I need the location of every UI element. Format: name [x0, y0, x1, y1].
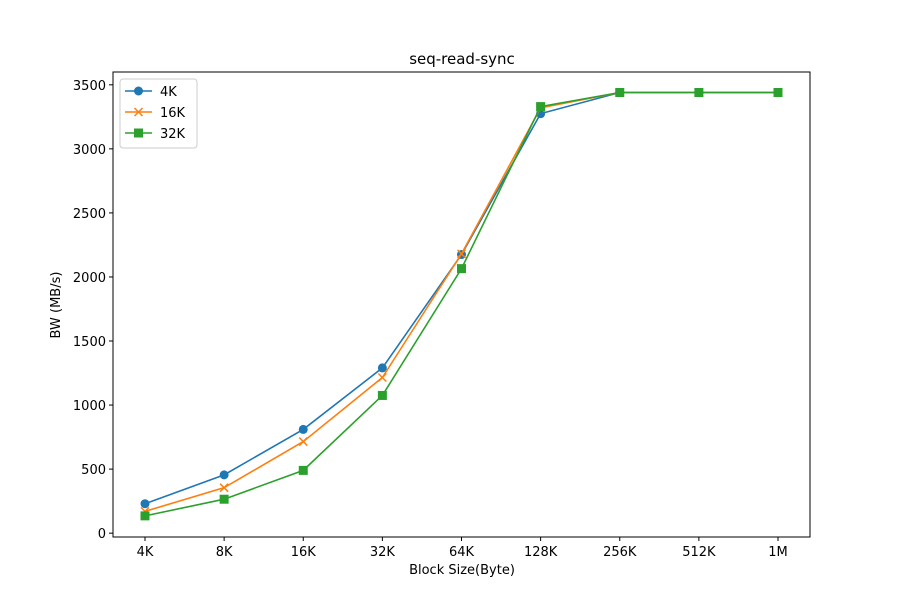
- data-point: [219, 470, 229, 480]
- data-point: [140, 499, 150, 509]
- x-marker-stroke: [298, 437, 308, 447]
- y-tick-label: 3500: [73, 79, 106, 94]
- y-tick-label: 1500: [73, 335, 106, 350]
- x-marker-stroke: [456, 249, 467, 259]
- legend-swatch-marker: [133, 107, 144, 117]
- chart-title: seq-read-sync: [409, 50, 515, 68]
- legend-label: 4K: [160, 85, 177, 100]
- data-point: [457, 264, 466, 274]
- data-point: [298, 465, 308, 475]
- x-axis-label: Block Size(Byte): [409, 563, 515, 578]
- data-point: [140, 511, 150, 521]
- x-tick-label: 32K: [370, 545, 396, 560]
- data-point: [377, 363, 387, 373]
- data-point: [536, 102, 546, 112]
- data-point: [219, 494, 229, 504]
- data-point: [456, 249, 467, 259]
- data-point: [377, 390, 387, 400]
- x-tick-label: 16K: [291, 545, 317, 560]
- x-marker-stroke: [377, 372, 387, 383]
- x-tick-label: 1M: [768, 545, 788, 560]
- data-point: [773, 87, 783, 97]
- legend-box: [119, 78, 198, 149]
- y-axis: 0 500 1000 1500 2000 2500 3000 3500: [73, 79, 113, 542]
- series-layer: [140, 87, 783, 521]
- x-marker-stroke: [133, 107, 144, 117]
- legend-item: 16K: [125, 106, 186, 121]
- y-tick-label: 3000: [73, 143, 106, 158]
- legend-label: 32K: [160, 127, 186, 142]
- x-marker-stroke: [219, 483, 229, 493]
- legend-label: 16K: [160, 106, 186, 121]
- y-axis-label: BW (MB/s): [49, 272, 64, 339]
- legend: 4K 16K 32K: [119, 78, 198, 149]
- data-point: [219, 483, 229, 493]
- x-tick-label: 128K: [524, 545, 558, 560]
- x-tick-label: 64K: [449, 545, 475, 560]
- data-point: [298, 437, 308, 447]
- data-point: [377, 372, 387, 383]
- y-tick-label: 500: [81, 463, 106, 478]
- legend-swatch-marker: [134, 86, 143, 96]
- legend-item: 4K: [125, 85, 177, 100]
- data-point: [298, 424, 308, 434]
- legend-swatch-marker: [134, 128, 143, 138]
- y-tick-label: 2000: [73, 271, 106, 286]
- y-tick-label: 2500: [73, 207, 106, 222]
- x-tick-label: 8K: [216, 545, 233, 560]
- y-tick-label: 0: [98, 527, 106, 542]
- y-tick-label: 1000: [73, 399, 106, 414]
- x-axis: 4K 8K 16K 32K 64K 128K 256K 512K 1M: [137, 537, 788, 560]
- series-32k: [140, 87, 783, 521]
- legend-item: 32K: [125, 127, 186, 142]
- data-point: [615, 87, 625, 97]
- x-tick-label: 256K: [603, 545, 637, 560]
- x-tick-label: 4K: [137, 545, 154, 560]
- data-point: [694, 87, 704, 97]
- x-tick-label: 512K: [682, 545, 716, 560]
